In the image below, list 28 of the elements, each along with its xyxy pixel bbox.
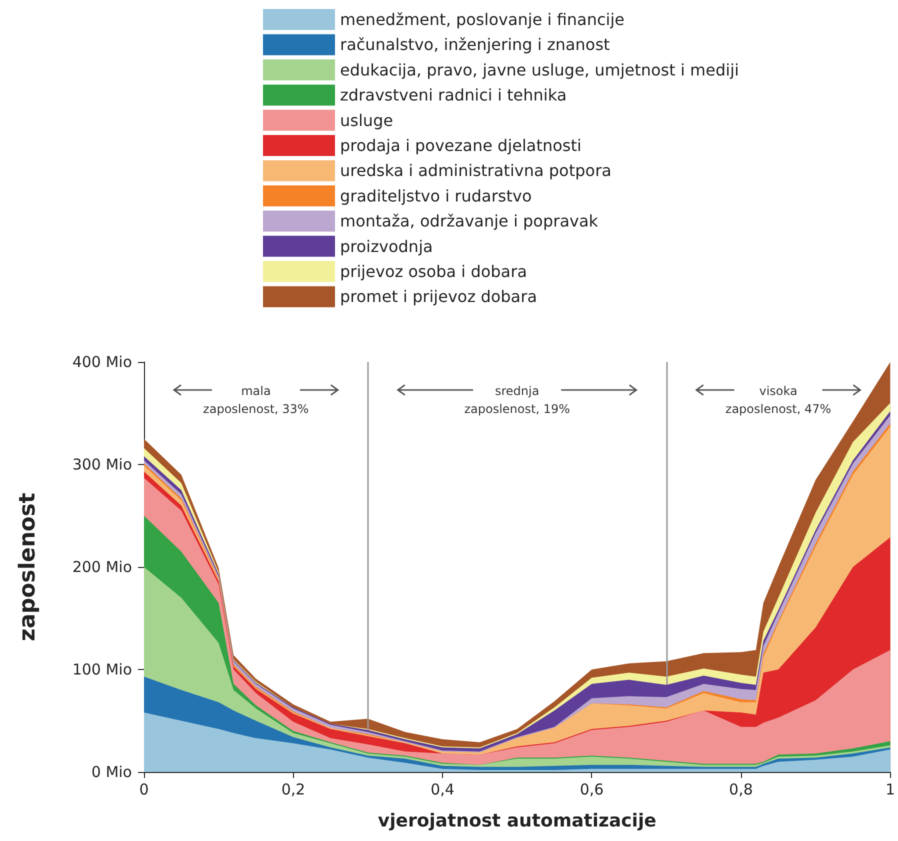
legend-label: zdravstveni radnici i tehnika	[340, 86, 567, 105]
y-tick-label: 200 Mio	[72, 558, 132, 576]
legend-label: uredska i administrativna potpora	[340, 161, 612, 180]
x-tick-label: 0	[139, 780, 149, 798]
legend-label: menedžment, poslovanje i financije	[340, 10, 625, 29]
legend-label: prijevoz osoba i dobara	[340, 262, 527, 281]
y-tick-label: 100 Mio	[72, 660, 132, 678]
y-tick-label: 400 Mio	[72, 353, 132, 371]
legend-label: prodaja i povezane djelatnosti	[340, 136, 582, 155]
legend-label: usluge	[340, 110, 394, 130]
y-tick-label: 300 Mio	[72, 456, 132, 474]
legend-label: graditeljstvo i rudarstvo	[340, 186, 532, 206]
legend-label: edukacija, pravo, javne usluge, umjetnost i mediji	[340, 60, 739, 80]
y-tick-label: 0 Mio	[91, 763, 132, 781]
legend-label: promet i prijevoz dobara	[340, 287, 537, 306]
x-tick-label: 1	[885, 780, 895, 798]
x-tick-label: 0,8	[729, 780, 753, 798]
y-axis-title: zaposlenost	[16, 492, 40, 642]
x-tick-label: 0,4	[430, 780, 454, 798]
x-tick-label: 0,2	[281, 780, 306, 798]
x-tick-label: 0,6	[580, 780, 604, 798]
annotation: visoka zaposlenost, 47%	[725, 384, 832, 416]
legend-label: montaža, održavanje i popravak	[340, 212, 599, 231]
x-axis-title: vjerojatnost automatizacije	[378, 810, 656, 832]
legend-label: proizvodnja	[340, 236, 433, 256]
legend-label: računalstvo, inženjering i znanost	[340, 35, 610, 54]
annotation: mala zaposlenost, 33%	[203, 384, 309, 416]
annotation: srednja zaposlenost, 19%	[464, 384, 570, 416]
